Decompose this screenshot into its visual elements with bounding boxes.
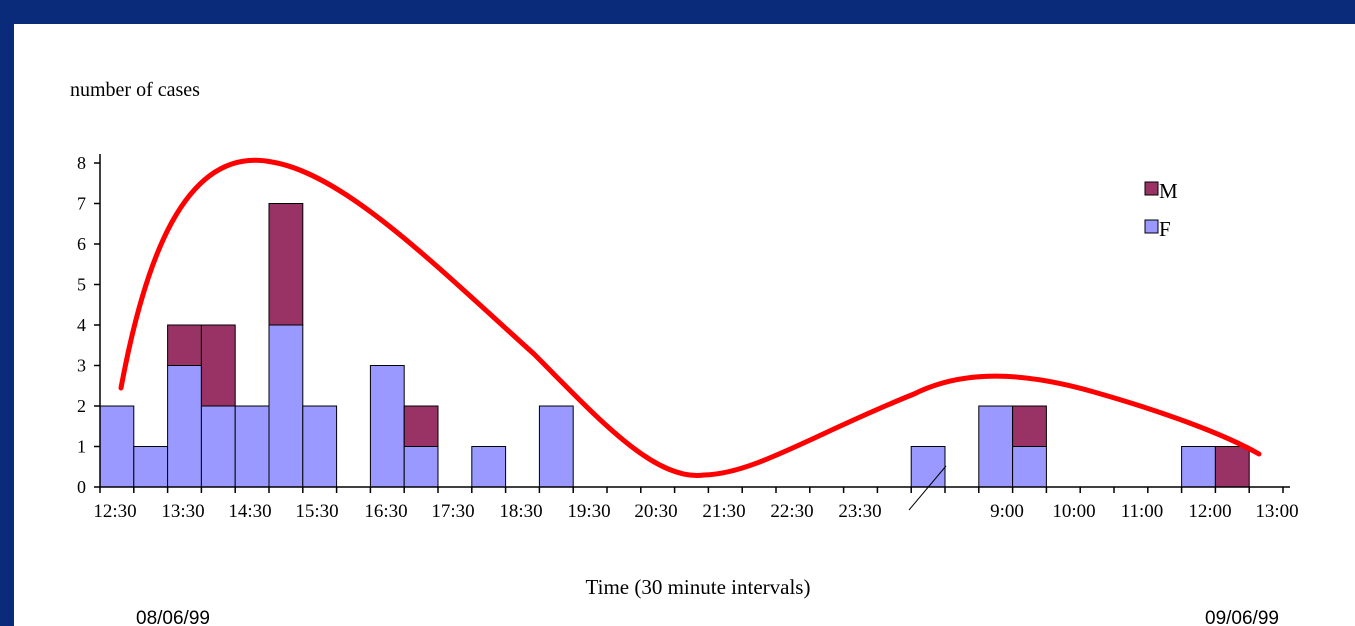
legend-label-f: F (1159, 217, 1171, 241)
bar-m (200, 324, 236, 407)
bar-f (1012, 446, 1047, 488)
x-tick-label: 13:30 (161, 501, 204, 522)
x-tick-label: 23:30 (838, 501, 881, 522)
y-tick-label: 5 (77, 275, 86, 295)
bar-f (1181, 446, 1216, 488)
bar-f (978, 405, 1014, 488)
bar-f (133, 446, 169, 488)
epidemic-chart: 0 1 2 3 4 5 6 7 8 12:30 13:30 14:30 15:30 16:30 17:30… (70, 79, 1299, 626)
axis-break-mark (908, 465, 947, 511)
y-tick-label: 3 (77, 356, 86, 376)
bar-f (471, 446, 507, 488)
x-tick-label: 14:30 (228, 501, 271, 522)
x-tick-label: 21:30 (702, 501, 745, 522)
x-tick-label: 18:30 (499, 501, 542, 522)
x-axis-label: Time (30 minute intervals) (586, 575, 811, 599)
date-label-right: 09/06/99 (1205, 608, 1279, 626)
bars-group (99, 203, 1250, 488)
x-tick-label: 15:30 (295, 501, 338, 522)
x-tick-label: 16:30 (364, 501, 407, 522)
x-tick-label: 19:30 (567, 501, 610, 522)
date-label-left: 08/06/99 (136, 608, 210, 626)
legend-swatch-f (1144, 219, 1159, 234)
y-tick-label: 8 (77, 153, 86, 173)
x-ticks-group: 12:30 13:30 14:30 15:30 16:30 17:30 18:30 19:30… (93, 487, 1299, 522)
y-tick-label: 2 (77, 396, 86, 416)
bar-f (234, 405, 270, 488)
bar-f (167, 365, 202, 488)
chart-frame: 0 1 2 3 4 5 6 7 8 12:30 13:30 14:30 15:30 16:30 17:30… (14, 24, 1355, 626)
bar-m (1012, 405, 1047, 447)
y-ticks-group: 0 1 2 3 4 5 6 7 8 (77, 153, 100, 497)
y-tick-label: 6 (77, 234, 86, 254)
legend-label-m: M (1159, 179, 1178, 203)
x-tick-label: 9:00 (990, 501, 1024, 522)
y-tick-label: 1 (77, 437, 86, 457)
x-tick-label: 17:30 (431, 501, 474, 522)
bar-m (403, 405, 439, 447)
bar-f (268, 324, 304, 488)
bar-f (538, 405, 574, 488)
x-tick-label: 20:30 (634, 501, 677, 522)
x-tick-label: 11:00 (1121, 501, 1164, 522)
epidemic-curve (118, 157, 1262, 478)
bar-f (99, 405, 135, 488)
y-axis-label: number of cases (70, 79, 200, 101)
x-tick-label: 13:00 (1255, 501, 1298, 522)
bar-m (167, 324, 202, 366)
legend-swatch-m (1144, 181, 1159, 196)
bar-f (369, 365, 405, 488)
x-tick-label: 22:30 (770, 501, 813, 522)
legend: M F (1144, 179, 1178, 241)
y-tick-label: 7 (77, 194, 86, 214)
x-tick-label: 12:30 (93, 501, 136, 522)
bar-m (268, 203, 304, 326)
bar-f (403, 446, 439, 488)
bar-f (200, 405, 236, 488)
bar-f (302, 405, 338, 488)
x-tick-label: 10:00 (1052, 501, 1095, 522)
y-tick-label: 0 (77, 477, 86, 497)
x-tick-label: 12:00 (1188, 501, 1231, 522)
bar-f (910, 446, 946, 488)
bar-m (1214, 446, 1250, 488)
y-tick-label: 4 (77, 315, 86, 335)
